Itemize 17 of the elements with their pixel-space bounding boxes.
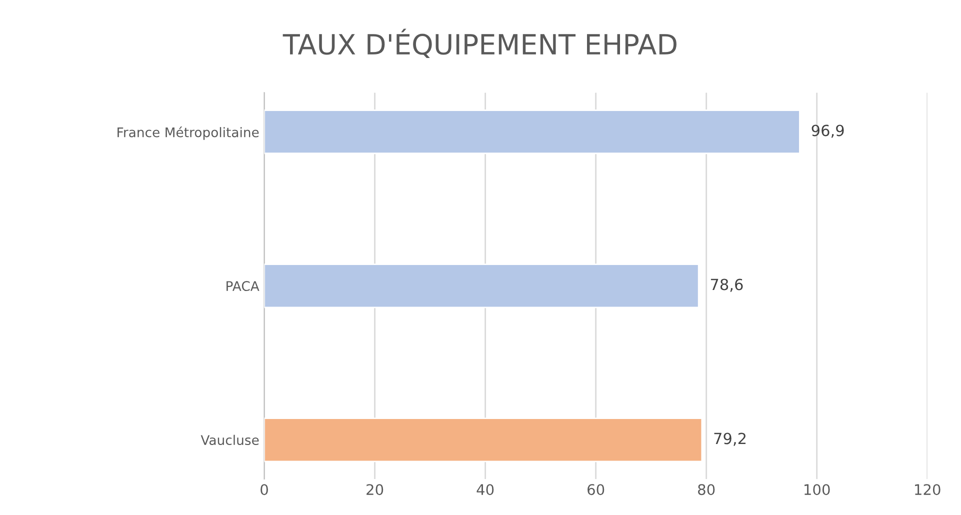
x-tick-label: 120 bbox=[915, 484, 940, 496]
bar bbox=[264, 418, 703, 462]
data-label: 78,6 bbox=[710, 278, 743, 292]
y-tick-label: France Métropolitaine bbox=[118, 126, 259, 140]
data-label: 79,2 bbox=[714, 432, 746, 446]
x-tick-label: 100 bbox=[804, 484, 830, 496]
y-tick-label: Vaucluse bbox=[200, 434, 259, 446]
x-tick-label: 0 bbox=[260, 484, 268, 496]
x-tick-label: 60 bbox=[588, 484, 604, 496]
x-tick-label: 20 bbox=[366, 484, 384, 496]
data-label: 96,9 bbox=[812, 124, 844, 138]
bar bbox=[264, 110, 800, 154]
x-tick-label: 80 bbox=[698, 484, 715, 496]
y-tick-label: PACA bbox=[226, 281, 260, 292]
x-tick-label: 40 bbox=[476, 484, 494, 496]
chart-title: TAUX D'ÉQUIPEMENT EHPAD bbox=[282, 28, 676, 58]
bar bbox=[264, 264, 700, 308]
